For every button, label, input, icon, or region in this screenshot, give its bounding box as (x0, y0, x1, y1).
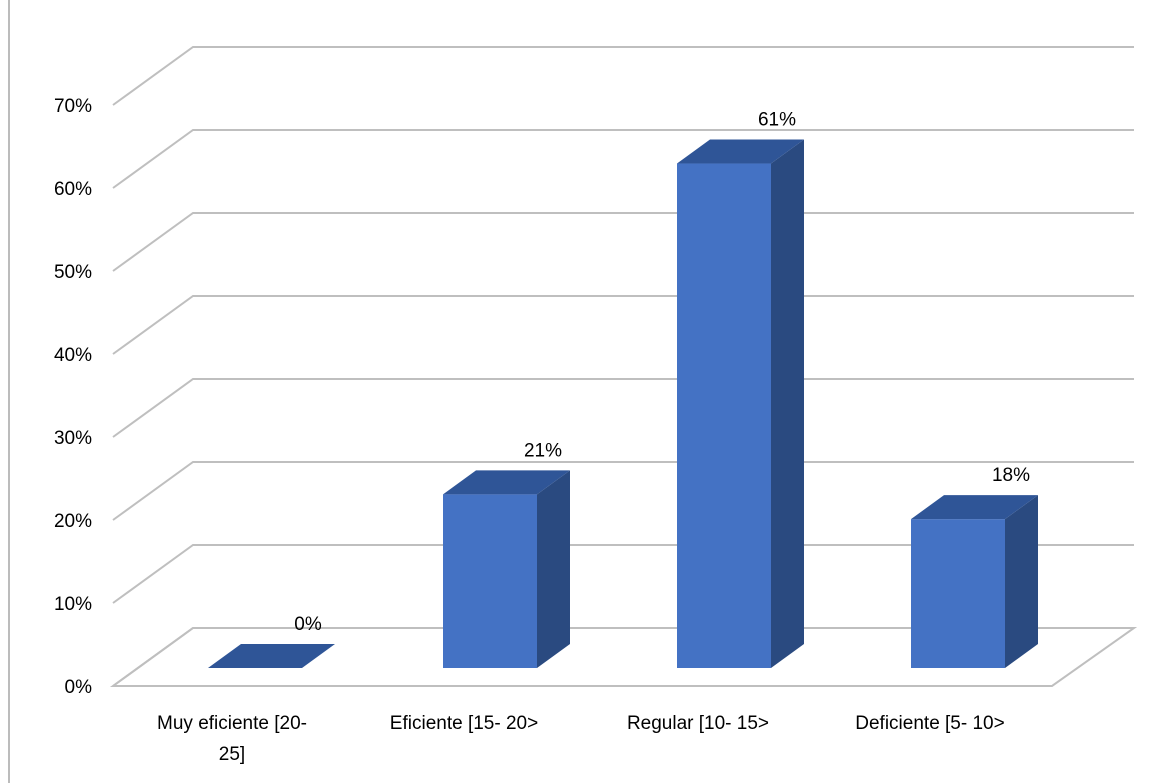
data-label: 0% (294, 614, 322, 635)
gridline (112, 46, 1134, 106)
y-tick-label: 10% (54, 594, 92, 615)
y-tick-label: 70% (54, 96, 92, 117)
bar-front (677, 163, 771, 668)
bar (443, 470, 570, 668)
gridline (112, 295, 1134, 355)
bar-front (443, 494, 537, 668)
bar (911, 495, 1038, 668)
bar-top (443, 470, 570, 495)
y-tick-label: 0% (65, 677, 93, 698)
data-label: 18% (992, 465, 1030, 486)
y-tick-label: 60% (54, 179, 92, 200)
bar-front (911, 519, 1005, 668)
bar (677, 139, 804, 668)
data-label: 61% (758, 110, 796, 131)
y-tick-label: 30% (54, 428, 92, 449)
category-label: Eficiente [15- 20> (390, 713, 538, 734)
bar-top (677, 139, 804, 164)
gridline (112, 129, 1134, 189)
chart-floor (109, 627, 1138, 687)
y-axis-tick-labels: 0% 10% 20% 30% 40% 50% 60% 70% (54, 96, 92, 698)
y-tick-label: 50% (54, 262, 92, 283)
gridline (112, 461, 1134, 521)
bar (208, 644, 335, 668)
floor-outline (109, 627, 1138, 687)
data-labels: 0% 21% 61% 18% (294, 110, 1030, 635)
bar-side (771, 139, 804, 668)
bar-top (911, 495, 1038, 520)
category-label: Muy eficiente [20-25] (157, 713, 307, 765)
bar-side (1005, 495, 1038, 668)
category-label: Regular [10- 15> (627, 713, 769, 734)
bars (208, 139, 1038, 668)
gridline (112, 212, 1134, 272)
bar-side (537, 470, 570, 668)
gridline (112, 544, 1134, 604)
gridline (112, 378, 1134, 438)
y-tick-label: 20% (54, 511, 92, 532)
bar-top (208, 644, 335, 668)
y-tick-label: 40% (54, 345, 92, 366)
x-axis-category-labels: Muy eficiente [20-25] Eficiente [15- 20> R… (157, 713, 1005, 765)
data-label: 21% (524, 440, 562, 461)
category-label: Deficiente [5- 10> (855, 713, 1004, 734)
